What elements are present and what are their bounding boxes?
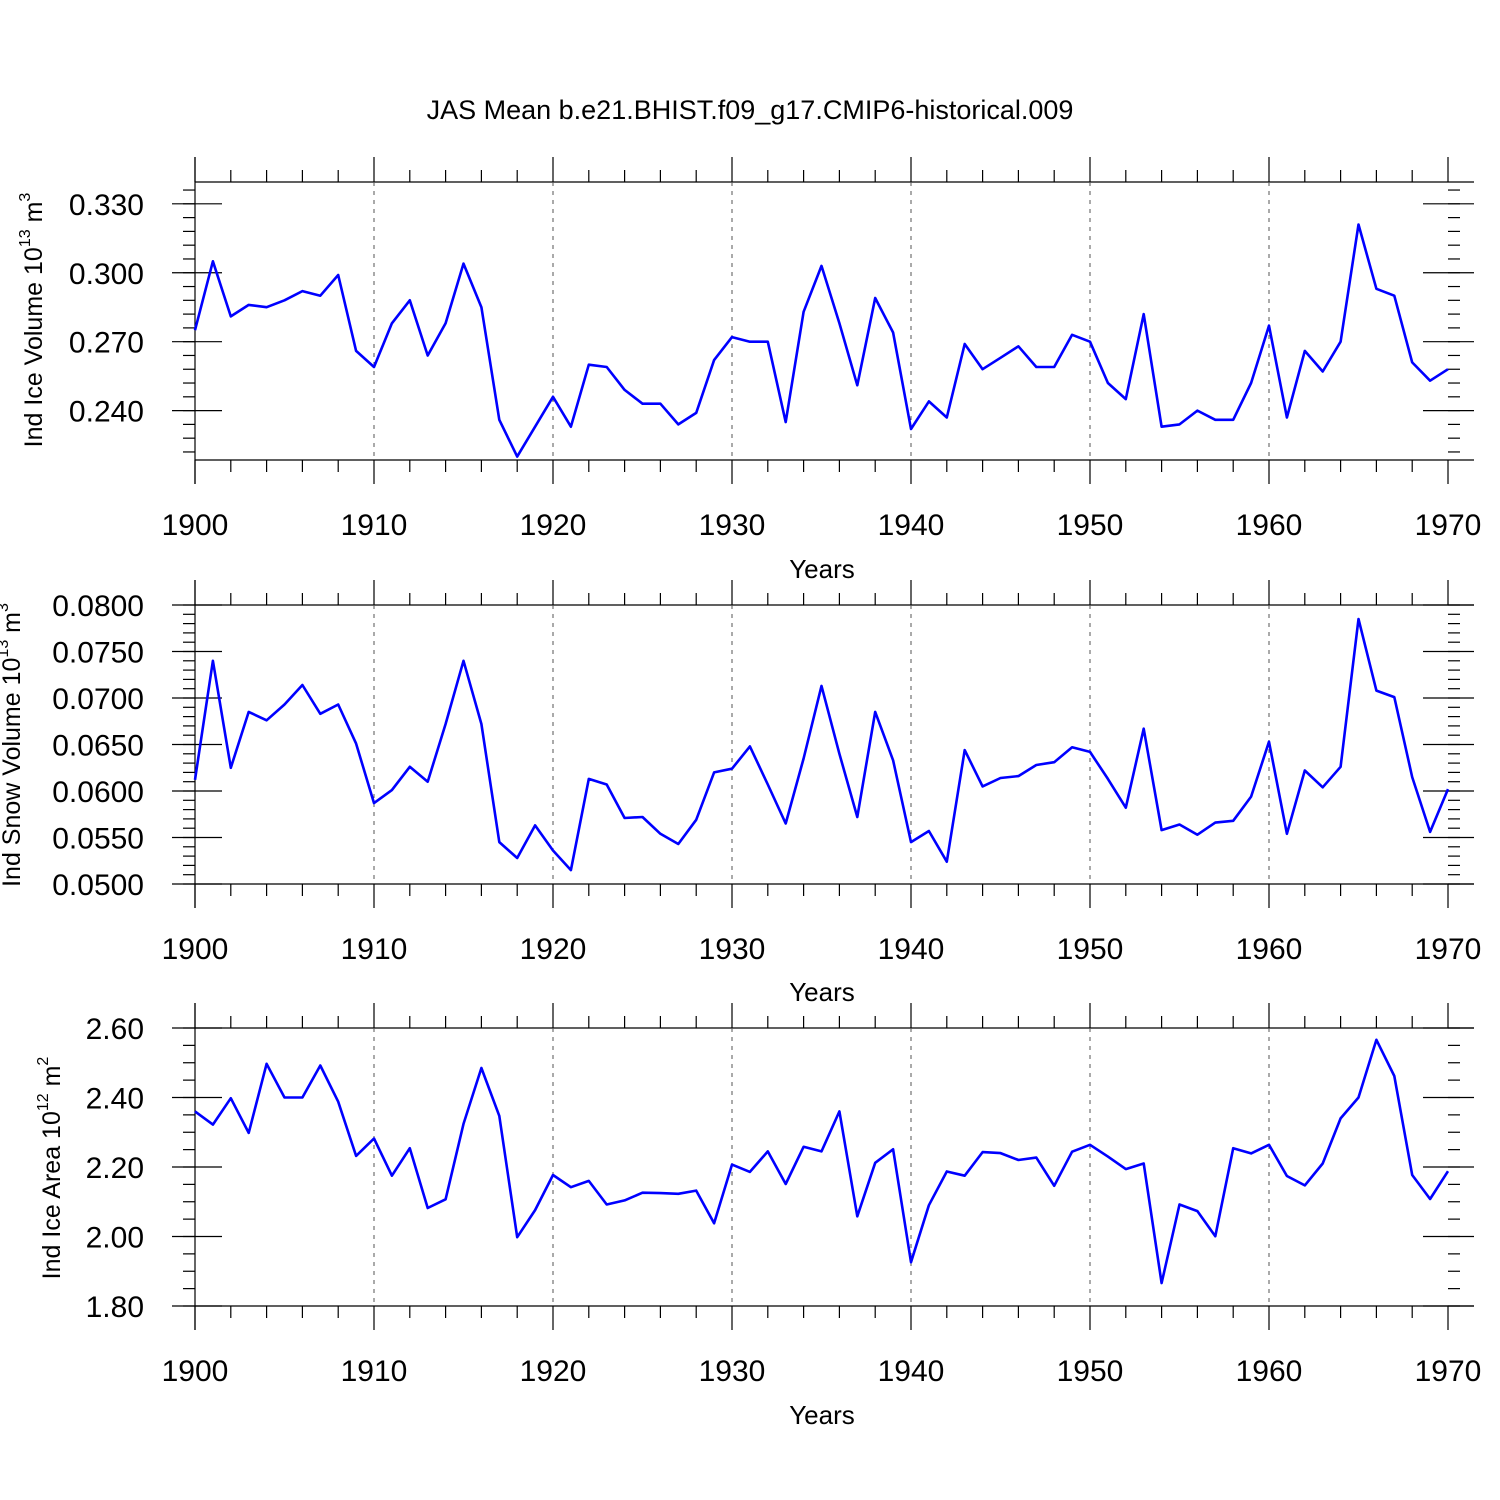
x-axis-label: Years <box>789 1400 855 1430</box>
y-tick-label: 0.0750 <box>52 637 144 670</box>
y-tick-label: 1.80 <box>86 1291 144 1324</box>
panel-ice-volume: Ind Ice Volume 1013 m3 Years 1900 1910 192… <box>17 157 1481 584</box>
x-tick-label: 1920 <box>520 933 587 966</box>
y-tick-label: 2.00 <box>86 1222 144 1255</box>
x-tick-label: 1920 <box>520 1355 587 1388</box>
x-tick-label: 1940 <box>878 1355 945 1388</box>
series-line <box>193 617 1450 872</box>
y-tick-label: 0.0800 <box>52 590 144 623</box>
y-tick-label: 0.0650 <box>52 730 144 763</box>
y-tick-label: 0.270 <box>69 327 144 360</box>
x-axis-label: Years <box>789 554 855 584</box>
series-line <box>194 1038 1450 1285</box>
y-axis-label: Ind Ice Area 1012 m2 <box>35 1057 66 1280</box>
x-tick-label: 1960 <box>1236 933 1303 966</box>
y-tick-label: 0.0550 <box>52 823 144 856</box>
panel-snow-volume: Ind Snow Volume 1013 m3 Years 1900 1910 19… <box>0 580 1481 1007</box>
x-tick-label: 1960 <box>1236 509 1303 542</box>
x-tick-label: 1970 <box>1415 1355 1482 1388</box>
y-tick-label: 0.0500 <box>52 869 144 902</box>
x-tick-label: 1960 <box>1236 1355 1303 1388</box>
y-tick-label: 0.0700 <box>52 683 144 716</box>
x-tick-label: 1910 <box>341 933 408 966</box>
x-tick-label: 1970 <box>1415 509 1482 542</box>
y-tick-label: 0.240 <box>69 396 144 429</box>
x-tick-label: 1900 <box>162 933 229 966</box>
x-tick-label: 1910 <box>341 509 408 542</box>
x-tick-label: 1950 <box>1057 1355 1124 1388</box>
x-tick-label: 1950 <box>1057 933 1124 966</box>
y-axis-label: Ind Ice Volume 1013 m3 <box>17 193 48 448</box>
x-tick-label: 1930 <box>699 509 766 542</box>
y-tick-label: 0.0600 <box>52 776 144 809</box>
y-tick-label: 2.20 <box>86 1152 144 1185</box>
series-line <box>193 223 1449 458</box>
x-tick-label: 1940 <box>878 933 945 966</box>
x-tick-label: 1950 <box>1057 509 1124 542</box>
y-tick-label: 2.40 <box>86 1083 144 1116</box>
x-tick-label: 1930 <box>699 933 766 966</box>
x-tick-label: 1940 <box>878 509 945 542</box>
panel-ice-area: Ind Ice Area 1012 m2 Years 1900 1910 1920 1… <box>35 1003 1481 1430</box>
y-tick-label: 0.330 <box>69 189 144 222</box>
x-axis-label: Years <box>789 977 855 1007</box>
y-axis-label: Ind Snow Volume 1013 m3 <box>0 603 26 887</box>
x-tick-label: 1920 <box>520 509 587 542</box>
y-tick-label: 0.300 <box>69 258 144 291</box>
x-tick-label: 1930 <box>699 1355 766 1388</box>
x-tick-label: 1900 <box>162 509 229 542</box>
chart-title: JAS Mean b.e21.BHIST.f09_g17.CMIP6-histo… <box>427 95 1074 125</box>
x-tick-label: 1910 <box>341 1355 408 1388</box>
x-tick-label: 1900 <box>162 1355 229 1388</box>
x-tick-label: 1970 <box>1415 933 1482 966</box>
y-tick-label: 2.60 <box>86 1013 144 1046</box>
